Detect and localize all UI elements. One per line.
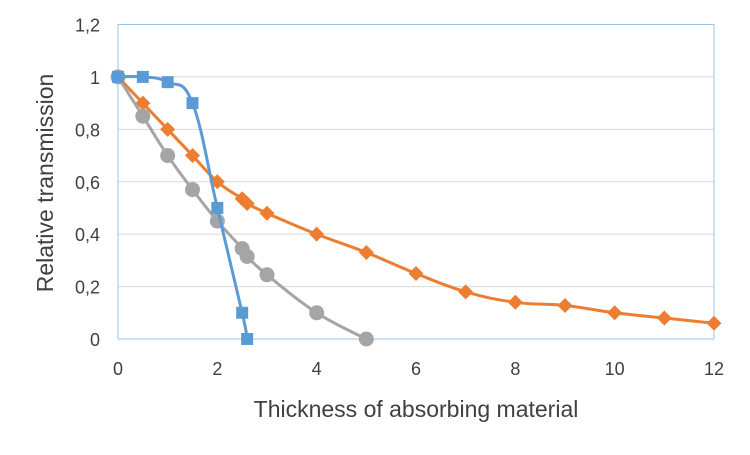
data-point — [358, 331, 374, 347]
x-tick-label: 8 — [510, 359, 520, 379]
data-point — [211, 201, 224, 214]
y-tick-label: 0,8 — [75, 120, 100, 140]
data-point — [161, 76, 174, 89]
data-point — [239, 248, 255, 264]
data-point — [112, 70, 124, 83]
y-axis-label: Relative transmission — [32, 74, 58, 293]
x-tick-label: 0 — [113, 359, 123, 379]
y-tick-label: 1 — [90, 68, 100, 88]
x-tick-label: 4 — [312, 359, 322, 379]
series-group — [110, 69, 722, 347]
data-point — [358, 245, 374, 261]
data-point — [135, 108, 151, 124]
data-point — [507, 294, 523, 310]
series-line — [116, 76, 368, 341]
x-tick-label: 2 — [212, 359, 222, 379]
data-point — [186, 97, 199, 110]
y-tick-labels: 0 0,2 0,4 0,6 0,8 1 1,2 — [75, 16, 100, 351]
series-square — [112, 70, 254, 345]
y-tick-label: 0,6 — [75, 173, 100, 193]
y-tick-label: 0,2 — [75, 278, 100, 298]
data-point — [309, 305, 325, 321]
data-point — [185, 182, 200, 198]
data-point — [557, 297, 573, 313]
data-point — [259, 267, 275, 283]
data-point — [309, 226, 325, 242]
data-point — [458, 284, 474, 300]
data-point — [239, 196, 255, 212]
series-diamond — [110, 69, 722, 331]
data-point — [241, 333, 254, 345]
data-point — [607, 305, 623, 321]
x-tick-labels: 0 2 4 6 8 10 12 — [113, 359, 724, 379]
data-point — [656, 310, 672, 326]
data-point — [135, 95, 151, 111]
x-tick-label: 6 — [411, 359, 421, 379]
x-axis-label: Thickness of absorbing material — [254, 396, 579, 422]
data-point — [408, 265, 424, 281]
data-point — [136, 70, 149, 83]
data-point — [160, 148, 176, 164]
data-point — [236, 306, 249, 319]
x-tick-label: 10 — [605, 359, 625, 379]
data-point — [185, 148, 200, 164]
data-point — [259, 205, 275, 221]
y-tick-label: 1,2 — [75, 16, 100, 36]
x-tick-label: 12 — [704, 359, 724, 379]
data-point — [706, 315, 722, 331]
y-tick-label: 0 — [90, 330, 100, 350]
data-point — [160, 121, 176, 137]
plot-area-border — [117, 24, 715, 340]
y-tick-label: 0,4 — [75, 225, 100, 245]
